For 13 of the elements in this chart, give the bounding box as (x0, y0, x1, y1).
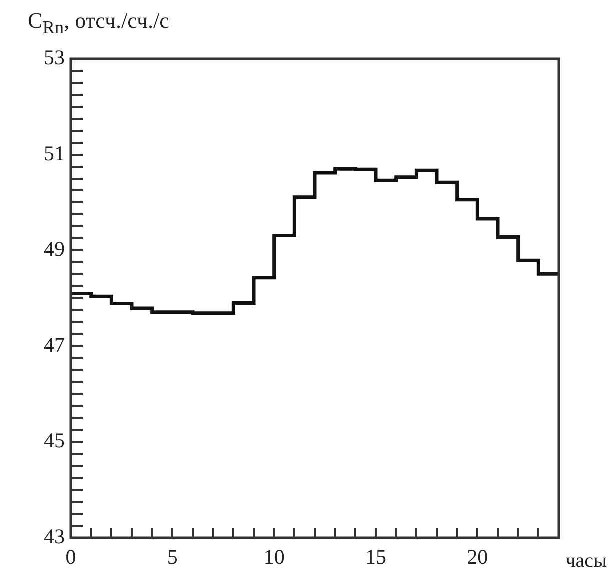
y-tick-label: 45 (44, 428, 65, 453)
y-axis-title: C$_{Rn}$, отсч./сч./с (28, 8, 170, 38)
y-tick-label: 47 (44, 332, 65, 357)
y-tick-label: 49 (44, 237, 65, 262)
x-axis-title: часы (566, 550, 607, 573)
x-tick-label: 5 (167, 545, 178, 570)
x-tick-label: 10 (264, 545, 285, 570)
x-tick-label: 20 (467, 545, 488, 570)
y-tick-label: 53 (44, 46, 65, 70)
x-tick-label: 0 (66, 545, 76, 570)
x-tick-label: 15 (366, 545, 386, 570)
y-tick-label: 51 (44, 141, 65, 166)
y-tick-label: 43 (44, 524, 65, 549)
